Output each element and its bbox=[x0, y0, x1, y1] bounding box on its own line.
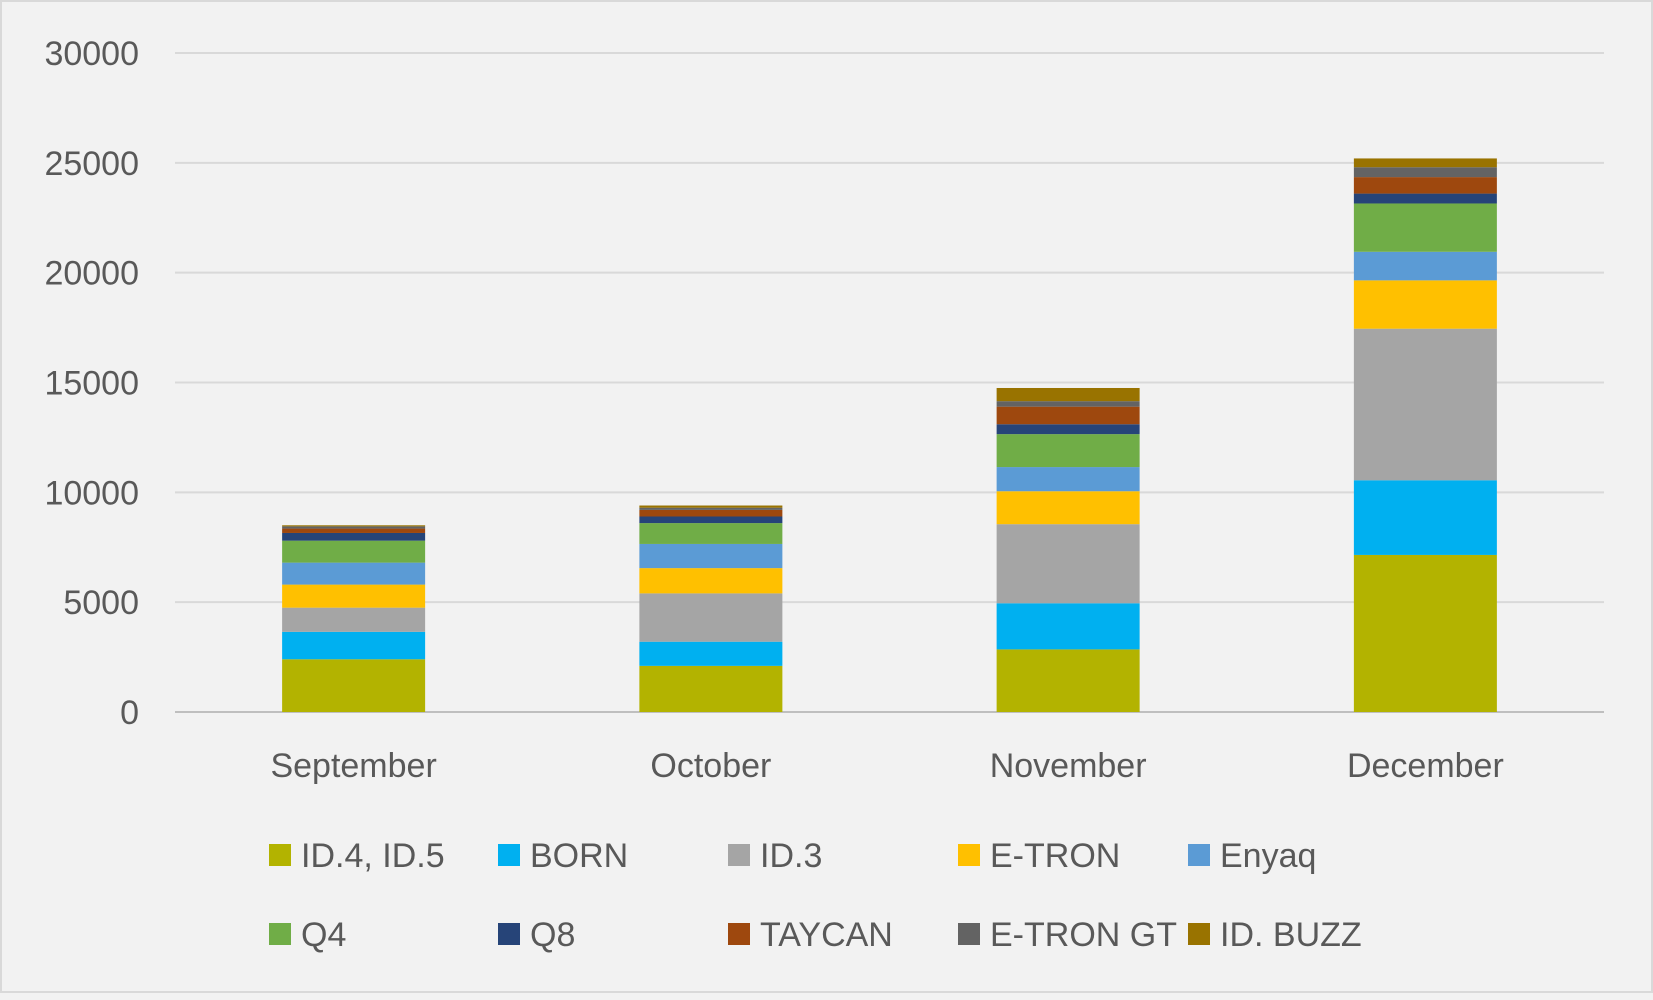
legend-label: E-TRON bbox=[990, 837, 1120, 875]
bar-segment bbox=[282, 540, 426, 563]
bar-segment bbox=[1353, 203, 1497, 252]
bar-segment bbox=[282, 532, 426, 541]
y-axis-tick-labels: 0 5000 10000 15000 20000 25000 30000 bbox=[44, 35, 139, 732]
y-tick-label: 20000 bbox=[44, 255, 139, 293]
y-tick-label: 15000 bbox=[44, 365, 139, 403]
bar-segment bbox=[996, 649, 1140, 712]
legend-label: E-TRON GT bbox=[990, 916, 1177, 954]
legend-item: BORN bbox=[498, 837, 628, 875]
bar-segment bbox=[1353, 554, 1497, 712]
legend-label: Enyaq bbox=[1220, 837, 1316, 875]
legend-swatch bbox=[269, 844, 291, 866]
y-tick-label: 25000 bbox=[44, 145, 139, 183]
bar-segment bbox=[639, 523, 783, 544]
bar-segment bbox=[282, 525, 426, 527]
legend-swatch bbox=[728, 923, 750, 945]
legend-swatch bbox=[958, 923, 980, 945]
bar-segment bbox=[996, 603, 1140, 650]
legend-item: Enyaq bbox=[1188, 837, 1316, 875]
bar-segment bbox=[639, 568, 783, 594]
legend-label: ID.4, ID.5 bbox=[301, 837, 445, 875]
legend-label: Q4 bbox=[301, 916, 346, 954]
bar-segment bbox=[996, 524, 1140, 604]
bar-segment bbox=[282, 607, 426, 632]
legend-label: ID. BUZZ bbox=[1220, 916, 1362, 954]
bar-segment bbox=[639, 543, 783, 569]
bar-segment bbox=[639, 641, 783, 666]
legend-swatch bbox=[958, 844, 980, 866]
legend-item: Q4 bbox=[269, 916, 346, 954]
bar-segment bbox=[639, 593, 783, 642]
bar-segment bbox=[996, 424, 1140, 435]
legend-item: E-TRON GT bbox=[958, 916, 1177, 954]
legend-swatch bbox=[269, 923, 291, 945]
legend-swatch bbox=[728, 844, 750, 866]
bars bbox=[282, 158, 1497, 712]
bar-segment bbox=[996, 467, 1140, 492]
bar-segment bbox=[282, 528, 426, 533]
y-tick-label: 5000 bbox=[63, 584, 139, 622]
bar-segment bbox=[996, 491, 1140, 525]
x-tick-label: October bbox=[650, 747, 771, 785]
legend-swatch bbox=[1188, 844, 1210, 866]
bar-segment bbox=[282, 562, 426, 585]
x-tick-label: November bbox=[990, 747, 1147, 785]
legend-label: BORN bbox=[530, 837, 628, 875]
bar-segment bbox=[996, 387, 1140, 402]
bar-segment bbox=[1353, 328, 1497, 481]
bar-segment bbox=[1353, 280, 1497, 329]
bar-segment bbox=[282, 659, 426, 712]
legend-item: E-TRON bbox=[958, 837, 1120, 875]
x-axis-tick-labels: September October November December bbox=[270, 747, 1503, 785]
legend-swatch bbox=[498, 844, 520, 866]
bar-segment bbox=[282, 631, 426, 660]
bar-segment bbox=[639, 516, 783, 524]
bar-segment bbox=[1353, 167, 1497, 178]
y-tick-label: 30000 bbox=[44, 35, 139, 73]
legend-swatch bbox=[498, 923, 520, 945]
bar-segment bbox=[639, 509, 783, 517]
bar-segment bbox=[1353, 193, 1497, 204]
legend-label: Q8 bbox=[530, 916, 575, 954]
legend-swatch bbox=[1188, 923, 1210, 945]
legend-label: ID.3 bbox=[760, 837, 822, 875]
bar-segment bbox=[1353, 158, 1497, 168]
y-tick-label: 0 bbox=[120, 694, 139, 732]
bar-segment bbox=[639, 665, 783, 712]
bar-segment bbox=[996, 434, 1140, 468]
legend-item: ID.3 bbox=[728, 837, 822, 875]
bar-segment bbox=[282, 584, 426, 608]
bar-segment bbox=[639, 505, 783, 508]
x-tick-label: September bbox=[270, 747, 436, 785]
y-tick-label: 10000 bbox=[44, 474, 139, 512]
legend-item: TAYCAN bbox=[728, 916, 893, 954]
legend-item: Q8 bbox=[498, 916, 575, 954]
legend-label: TAYCAN bbox=[760, 916, 893, 954]
bar-segment bbox=[1353, 251, 1497, 281]
legend: ID.4, ID.5 BORN ID.3 E-TRON Enyaq Q4 Q8 TAYCAN E… bbox=[269, 837, 1362, 954]
bar-segment bbox=[996, 406, 1140, 425]
legend-item: ID.4, ID.5 bbox=[269, 837, 445, 875]
bar-segment bbox=[282, 526, 426, 529]
bar-segment bbox=[996, 401, 1140, 407]
bar-segment bbox=[639, 507, 783, 510]
bar-segment bbox=[1353, 177, 1497, 194]
legend-item: ID. BUZZ bbox=[1188, 916, 1362, 954]
x-tick-label: December bbox=[1347, 747, 1504, 785]
bar-segment bbox=[1353, 480, 1497, 555]
